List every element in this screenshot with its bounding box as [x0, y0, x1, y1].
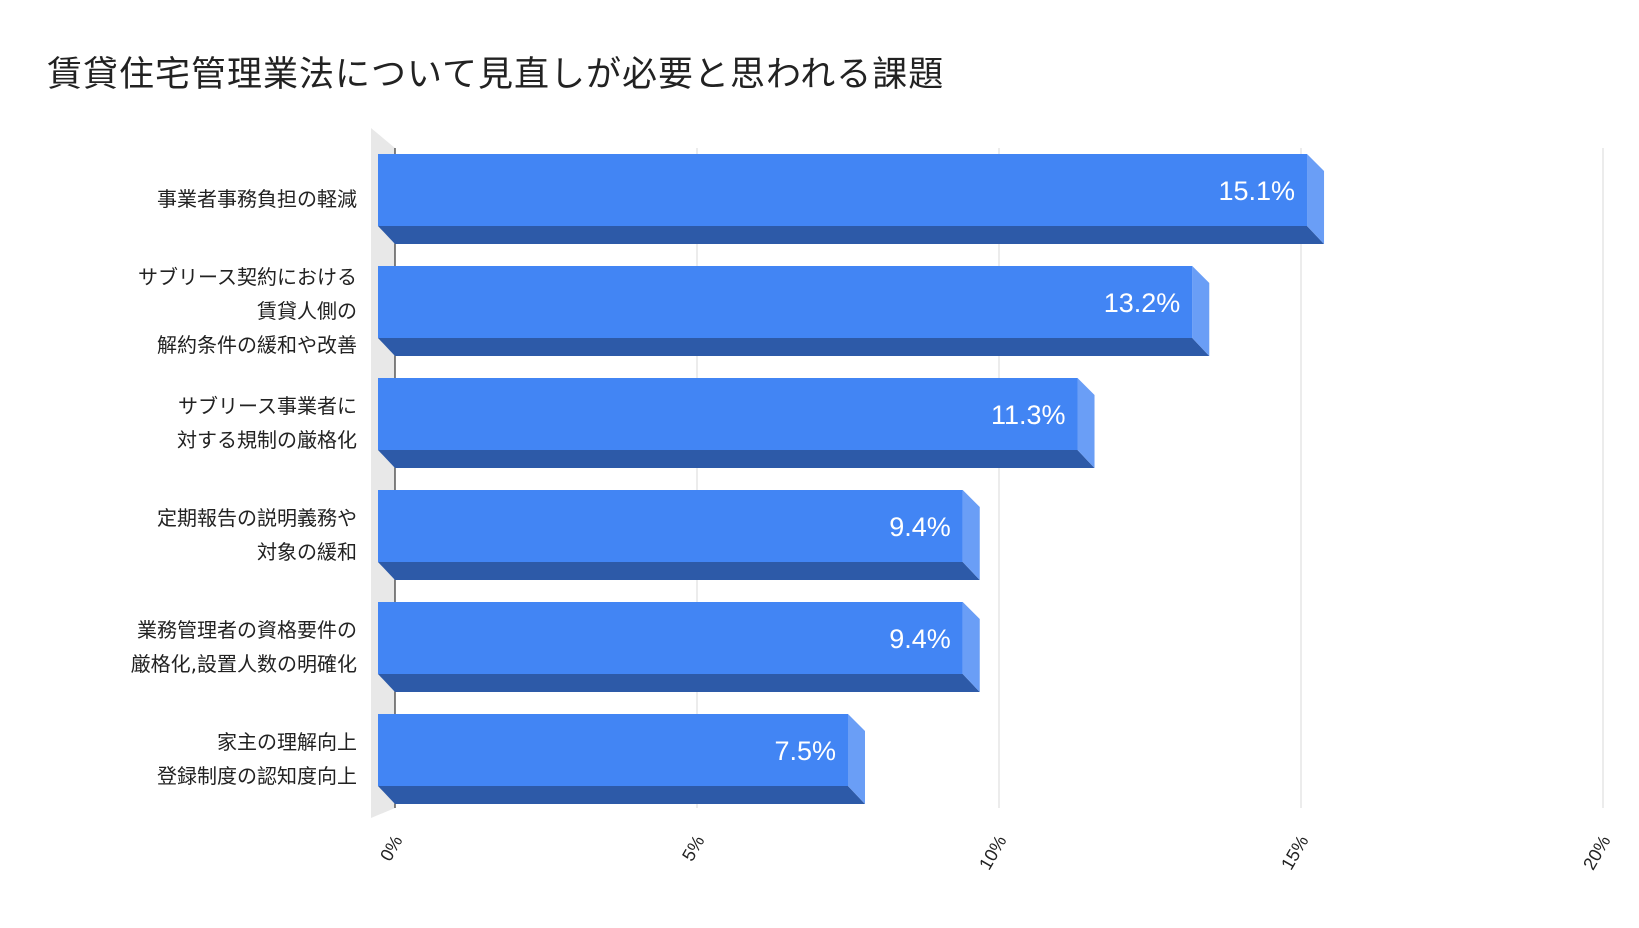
- bar: [378, 602, 963, 674]
- gridlines: [394, 148, 1604, 808]
- category-label-line: 業務管理者の資格要件の: [137, 618, 357, 642]
- bar-value-label: 13.2%: [1104, 288, 1181, 318]
- category-label-line: 対する規制の厳格化: [177, 428, 357, 452]
- category-label-line: 定期報告の説明義務や: [157, 506, 357, 530]
- bar-value-label: 9.4%: [889, 624, 951, 654]
- category-label-line: サブリース契約における: [138, 265, 357, 289]
- category-label-line: 解約条件の緩和や改善: [157, 333, 357, 357]
- category-label-line: 厳格化,設置人数の明確化: [131, 652, 357, 676]
- chart-title: 賃貸住宅管理業法について見直しが必要と思われる課題: [47, 55, 945, 95]
- category-label: 家主の理解向上登録制度の認知度向上: [157, 730, 357, 788]
- bar-end-face: [962, 490, 980, 580]
- category-label-line: 賃貸人側の: [257, 299, 357, 323]
- bar-bottom-face: [378, 674, 980, 692]
- category-label: 事業者事務負担の軽減: [157, 187, 357, 211]
- bar: [378, 378, 1078, 450]
- bars: 15.1% 13.2% 11.3% 9.4% 9.4% 7.5%: [378, 154, 1325, 804]
- category-labels: 事業者事務負担の軽減サブリース契約における賃貸人側の解約条件の緩和や改善サブリー…: [131, 187, 357, 788]
- category-label-line: サブリース事業者に: [178, 394, 357, 418]
- bar-bottom-face: [378, 338, 1210, 356]
- x-tick-label: 10%: [975, 832, 1010, 873]
- category-label: サブリース事業者に対する規制の厳格化: [177, 394, 357, 452]
- bar: [378, 714, 848, 786]
- bar-bottom-face: [378, 226, 1325, 244]
- category-label-line: 事業者事務負担の軽減: [157, 187, 357, 211]
- category-label-line: 家主の理解向上: [217, 730, 357, 754]
- x-tick-label: 20%: [1579, 832, 1614, 873]
- bar-bottom-face: [378, 450, 1095, 468]
- x-axis-tick-labels: 0% 5% 10% 15% 20%: [376, 832, 1614, 873]
- bar: [378, 154, 1308, 226]
- category-label: 定期報告の説明義務や対象の緩和: [157, 506, 357, 564]
- bar-value-label: 15.1%: [1218, 176, 1295, 206]
- bar-end-face: [1192, 266, 1210, 356]
- category-label: サブリース契約における賃貸人側の解約条件の緩和や改善: [138, 265, 357, 357]
- bar-value-label: 7.5%: [774, 736, 836, 766]
- bar-value-label: 11.3%: [991, 400, 1066, 430]
- bar-bottom-face: [378, 562, 980, 580]
- bar-value-label: 9.4%: [889, 512, 951, 542]
- bar-end-face: [1307, 154, 1325, 244]
- bar: [378, 266, 1193, 338]
- bar-end-face: [848, 714, 865, 804]
- bar-end-face: [1077, 378, 1095, 468]
- x-tick-label: 5%: [678, 832, 708, 865]
- category-label-line: 登録制度の認知度向上: [157, 764, 357, 788]
- bar-end-face: [962, 602, 980, 692]
- bar: [378, 490, 963, 562]
- bar-bottom-face: [378, 786, 865, 804]
- x-tick-label: 0%: [376, 832, 406, 865]
- x-tick-label: 15%: [1277, 832, 1312, 873]
- category-label-line: 対象の緩和: [257, 540, 357, 564]
- category-label: 業務管理者の資格要件の厳格化,設置人数の明確化: [131, 618, 357, 676]
